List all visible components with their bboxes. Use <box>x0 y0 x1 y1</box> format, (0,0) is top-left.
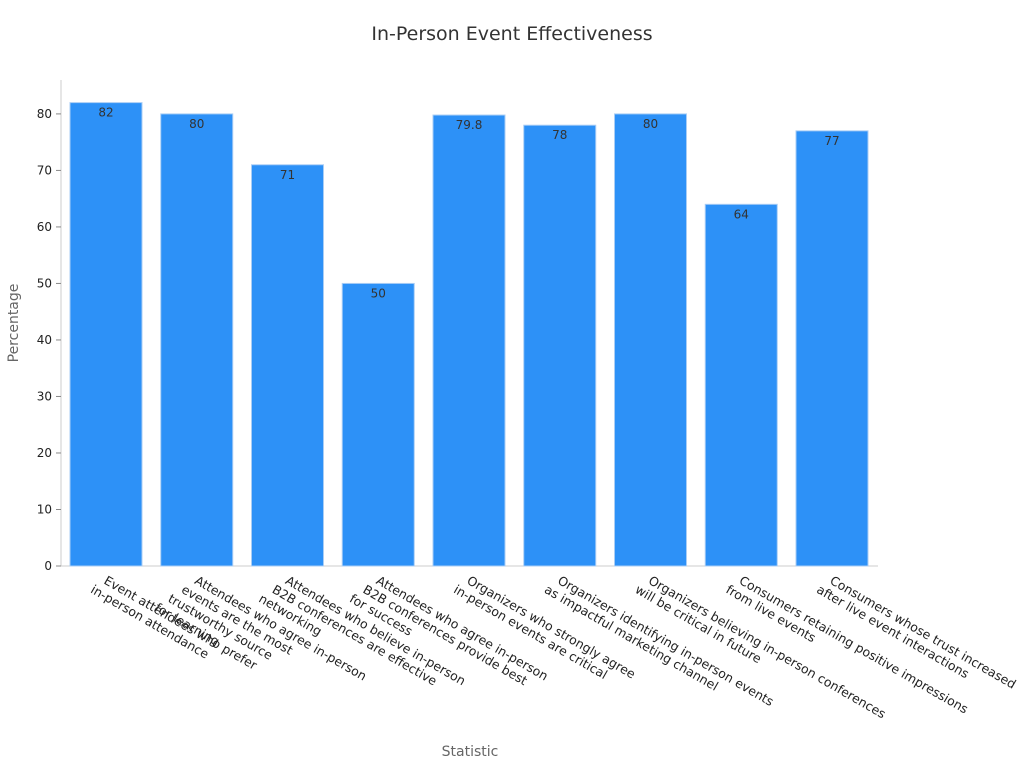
bar <box>614 113 687 567</box>
y-tick-label: 0 <box>44 559 52 573</box>
y-tick-label: 10 <box>37 502 52 516</box>
bar <box>523 124 597 567</box>
y-axis-ticks: 0 10 20 30 40 50 60 70 80 <box>37 107 61 573</box>
y-tick-label: 70 <box>37 163 52 177</box>
bar-value-label: 80 <box>189 117 204 131</box>
x-axis-title: Statistic <box>442 744 499 760</box>
bar <box>795 130 869 567</box>
y-tick-label: 50 <box>37 276 52 290</box>
bar-value-label: 71 <box>280 168 295 182</box>
bar-value-label: 82 <box>98 106 113 120</box>
y-axis-title: Percentage <box>6 284 22 363</box>
bar-value-label: 50 <box>371 286 386 300</box>
y-tick-label: 20 <box>37 446 52 460</box>
bar-value-label: 80 <box>643 117 658 131</box>
bars-group <box>69 102 869 567</box>
bar <box>69 102 143 567</box>
bar <box>251 164 324 567</box>
y-tick-label: 60 <box>37 220 52 234</box>
bar <box>432 114 506 567</box>
y-tick-label: 30 <box>37 389 52 403</box>
x-category-label-line: Consumers whose trust increased <box>828 573 1019 692</box>
data-labels-group: 82 80 71 50 79.8 78 80 64 77 <box>98 106 839 301</box>
bar <box>341 282 415 567</box>
bar-value-label: 77 <box>824 134 839 148</box>
bar-value-label: 64 <box>734 207 749 221</box>
chart-title: In-Person Event Effectiveness <box>371 23 652 45</box>
x-axis-labels: Event attendees who preferin-person atte… <box>88 573 1019 722</box>
bar-value-label: 79.8 <box>456 118 483 132</box>
y-tick-label: 80 <box>37 107 52 121</box>
y-tick-label: 40 <box>37 333 52 347</box>
bar <box>160 113 234 567</box>
bar-value-label: 78 <box>552 128 567 142</box>
bar <box>704 203 778 567</box>
